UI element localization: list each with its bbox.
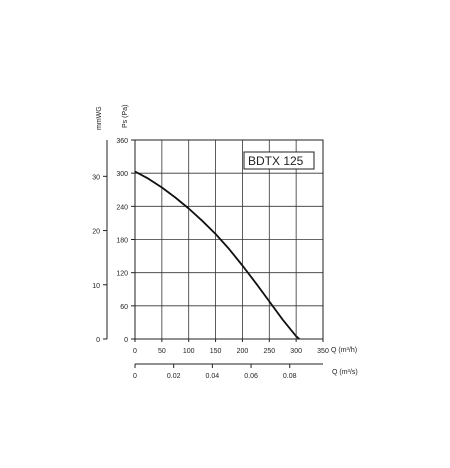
y-tick-label: 360 (116, 138, 128, 145)
x-tick-label: 150 (210, 348, 222, 355)
x-tick-label: 300 (290, 348, 302, 355)
x2-axis-label: Q (m³/s) (332, 369, 358, 376)
y-tick-label: 120 (116, 271, 128, 278)
x-tick-label: 100 (183, 348, 195, 355)
grid (135, 140, 323, 339)
x-tick-label: 350 (317, 348, 329, 355)
x-tick-label: 250 (263, 348, 275, 355)
x-axis: 0 50 100 150 200 250 300 350 (133, 339, 329, 355)
x2-tick-label: 0 (133, 373, 137, 380)
y-tick-label: 240 (116, 204, 128, 211)
y-axis: 0 60 120 180 240 300 360 (116, 138, 135, 344)
x-axis-label: Q (m³/h) (331, 347, 357, 354)
x2-axis: 0 0.02 0.04 0.06 0.08 (133, 363, 323, 380)
y-tick-label: 60 (120, 304, 128, 311)
model-label: BDTX 125 (248, 154, 304, 168)
y2-axis-label: mmWG (96, 106, 103, 130)
y2-tick-label: 20 (92, 229, 100, 236)
series-layer (134, 170, 300, 340)
x2-tick-label: 0.02 (167, 373, 181, 380)
x-tick-label: 200 (237, 348, 249, 355)
x-tick-label: 0 (133, 348, 137, 355)
performance-curve (134, 170, 300, 340)
x-tick-label: 50 (158, 348, 166, 355)
x2-tick-label: 0.08 (283, 373, 297, 380)
y2-tick-label: 10 (92, 283, 100, 290)
model-label-box: BDTX 125 (243, 151, 315, 170)
y-tick-label: 300 (116, 171, 128, 178)
y-tick-label: 0 (124, 337, 128, 344)
y2-ticks: 0 10 20 30 (92, 174, 107, 344)
y-tick-label: 180 (116, 238, 128, 245)
y2-tick-label: 0 (96, 337, 100, 344)
x2-ticks: 0 0.02 0.04 0.06 0.08 (133, 364, 297, 380)
x2-tick-label: 0.06 (244, 373, 258, 380)
y2-axis: 0 10 20 30 (92, 140, 108, 344)
x2-tick-label: 0.04 (206, 373, 220, 380)
y-axis-label: Ps (Pa) (122, 105, 129, 128)
y2-tick-label: 30 (92, 174, 100, 181)
